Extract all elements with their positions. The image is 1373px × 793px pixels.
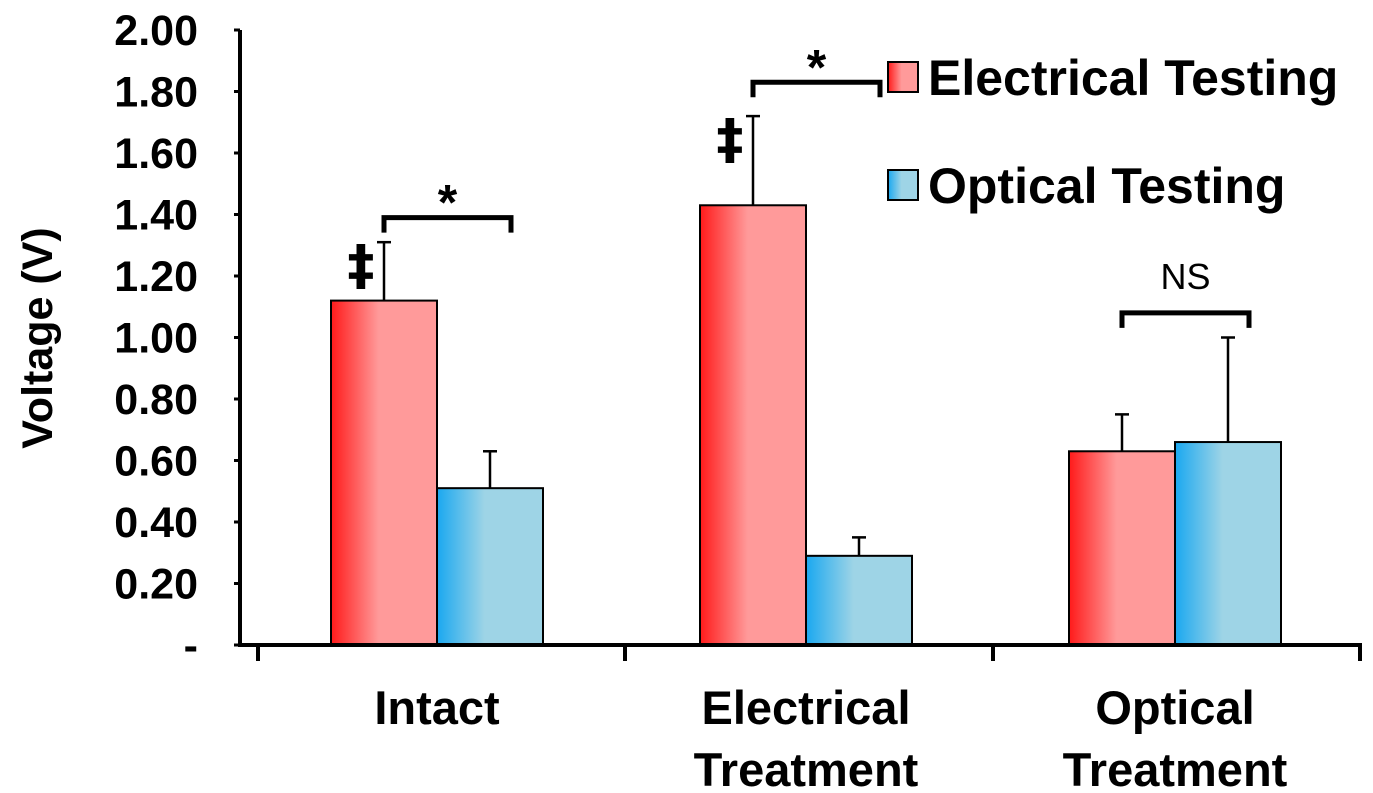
significance-ns: NS bbox=[1160, 256, 1210, 297]
y-axis-title: Voltage (V) bbox=[14, 227, 62, 448]
significance-bracket bbox=[381, 215, 514, 233]
x-axis-categories: Intact Electrical Treatment Optical Treatmen… bbox=[256, 643, 1362, 793]
axes bbox=[238, 30, 1360, 647]
y-tick-label: 1.20 bbox=[114, 253, 198, 301]
y-tick-label: 1.60 bbox=[114, 130, 198, 178]
y-tick-label: 2.00 bbox=[114, 7, 198, 55]
error-bars bbox=[377, 114, 1235, 556]
legend-label: Electrical Testing bbox=[928, 50, 1338, 106]
y-tick-label: 1.00 bbox=[114, 315, 198, 363]
bar bbox=[436, 487, 544, 646]
bars bbox=[330, 204, 1282, 647]
bar bbox=[330, 299, 438, 646]
bar bbox=[1068, 450, 1176, 646]
y-tick-label: - bbox=[184, 622, 198, 670]
y-tick-label: 1.40 bbox=[114, 192, 198, 240]
legend-swatch bbox=[887, 61, 919, 93]
significance-star: * bbox=[807, 39, 827, 95]
significance-bracket bbox=[750, 79, 883, 98]
legend-swatch bbox=[887, 169, 919, 201]
x-category-label: Optical Treatment bbox=[1063, 681, 1288, 793]
y-tick-label: 0.60 bbox=[114, 438, 198, 486]
significance-bracket bbox=[1119, 310, 1252, 328]
x-category-label: Electrical Treatment bbox=[694, 681, 919, 793]
significance-star: * bbox=[438, 175, 458, 231]
significance-annotations: * * NS ‡ ‡ bbox=[348, 39, 1252, 328]
bar bbox=[805, 554, 913, 647]
legend: Electrical Testing Optical Testing bbox=[887, 50, 1338, 214]
y-tick-label: 0.40 bbox=[114, 499, 198, 547]
y-tick-label: 0.80 bbox=[114, 376, 198, 424]
y-axis-ticks: - 0.20 0.40 0.60 0.80 1.00 1.20 1.40 1.60 1.80 2.0… bbox=[114, 7, 240, 670]
legend-label: Optical Testing bbox=[928, 158, 1285, 214]
y-tick-label: 1.80 bbox=[114, 69, 198, 117]
x-category-label: Intact bbox=[374, 681, 500, 734]
bar bbox=[699, 204, 807, 646]
bar bbox=[1174, 441, 1282, 646]
double-dagger-mark: ‡ bbox=[348, 234, 375, 297]
y-tick-label: 0.20 bbox=[114, 561, 198, 609]
double-dagger-mark: ‡ bbox=[717, 108, 744, 171]
